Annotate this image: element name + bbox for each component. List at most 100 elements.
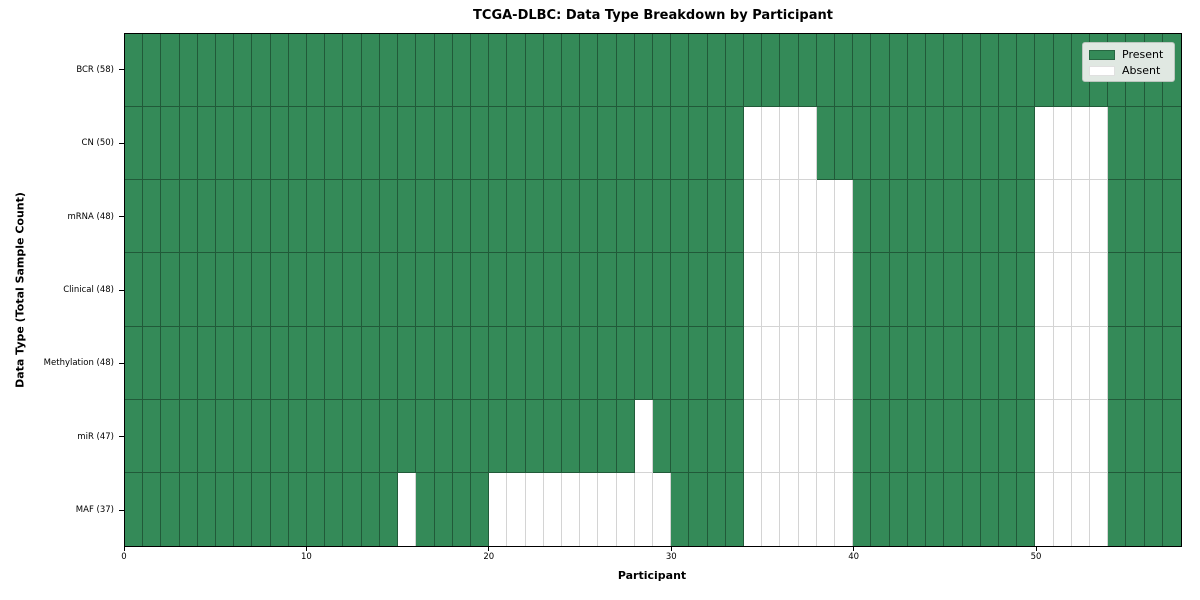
heatmap-cell: [234, 253, 253, 327]
heatmap-cell: [998, 34, 1018, 108]
heatmap-cell: [489, 253, 508, 327]
heatmap-cell: [853, 472, 872, 546]
heatmap-cell: [634, 472, 653, 546]
heatmap-cell: [580, 472, 599, 546]
heatmap-cell: [1144, 399, 1163, 473]
heatmap-cell: [1071, 253, 1090, 327]
heatmap-row-miR: [125, 399, 1181, 473]
heatmap-cell: [1126, 180, 1145, 254]
heatmap-cell: [798, 399, 817, 473]
heatmap-cell: [962, 180, 981, 254]
heatmap-cell: [270, 253, 289, 327]
heatmap-cell: [143, 326, 162, 400]
heatmap-cell: [907, 399, 927, 473]
heatmap-cell: [616, 326, 635, 400]
heatmap-cell: [452, 326, 471, 400]
heatmap-cell: [143, 34, 162, 108]
heatmap-cell: [234, 34, 253, 108]
heatmap-cell: [161, 326, 180, 400]
heatmap-cell: [525, 107, 544, 181]
heatmap-cell: [1035, 399, 1054, 473]
heatmap-cell: [398, 253, 417, 327]
heatmap-cell: [798, 472, 817, 546]
heatmap-cell: [434, 34, 453, 108]
heatmap-cell: [652, 253, 672, 327]
x-axis-title: Participant: [617, 569, 687, 582]
heatmap-cell: [288, 253, 308, 327]
heatmap-cell: [252, 180, 271, 254]
heatmap-cell: [379, 34, 399, 108]
heatmap-cell: [689, 326, 708, 400]
heatmap-cell: [762, 34, 781, 108]
heatmap-cell: [871, 180, 890, 254]
heatmap-cell: [1089, 399, 1109, 473]
heatmap-cell: [944, 34, 963, 108]
heatmap-cell: [379, 472, 399, 546]
heatmap-cell: [616, 107, 635, 181]
heatmap-cell: [161, 472, 180, 546]
legend-present-label: Present: [1122, 48, 1164, 61]
heatmap-cell: [780, 34, 799, 108]
heatmap-cell: [270, 326, 289, 400]
heatmap-cell: [944, 107, 963, 181]
heatmap-cell: [1144, 326, 1163, 400]
heatmap-cell: [325, 253, 344, 327]
heatmap-cell: [1053, 326, 1072, 400]
heatmap-row-mRNA: [125, 180, 1181, 254]
heatmap-cell: [361, 253, 380, 327]
heatmap-cell: [816, 107, 836, 181]
heatmap-cell: [1162, 399, 1181, 473]
heatmap-cell: [288, 399, 308, 473]
heatmap-cell: [871, 34, 890, 108]
heatmap-cell: [343, 399, 362, 473]
heatmap-cell: [780, 107, 799, 181]
heatmap-cell: [143, 399, 162, 473]
heatmap-cell: [871, 107, 890, 181]
heatmap-cell: [889, 472, 908, 546]
heatmap-cell: [507, 326, 526, 400]
heatmap-cell: [561, 399, 581, 473]
heatmap-cell: [725, 107, 745, 181]
heatmap-cell: [343, 107, 362, 181]
heatmap-cell: [470, 399, 490, 473]
heatmap-cell: [780, 326, 799, 400]
heatmap-cell: [489, 180, 508, 254]
heatmap-cell: [1108, 107, 1127, 181]
heatmap-cell: [325, 326, 344, 400]
heatmap-cell: [325, 180, 344, 254]
x-tick-mark: [670, 547, 672, 551]
heatmap-cell: [980, 180, 999, 254]
heatmap-cell: [343, 472, 362, 546]
heatmap-cell: [962, 107, 981, 181]
heatmap-cell: [507, 34, 526, 108]
heatmap-cell: [434, 399, 453, 473]
heatmap-cell: [944, 180, 963, 254]
heatmap-row-MAF: [125, 472, 1181, 546]
heatmap-cell: [161, 253, 180, 327]
y-tick-mark: [119, 362, 124, 364]
heatmap-cell: [762, 107, 781, 181]
heatmap-cell: [634, 34, 653, 108]
heatmap-cell: [671, 472, 690, 546]
heatmap-cell: [944, 326, 963, 400]
heatmap-cell: [143, 107, 162, 181]
x-tick-label: 20: [483, 552, 495, 562]
y-tick-label: Methylation (48): [43, 358, 114, 369]
heatmap-cell: [689, 253, 708, 327]
heatmap-cell: [525, 326, 544, 400]
heatmap-cell: [1017, 326, 1036, 400]
heatmap-cell: [343, 34, 362, 108]
heatmap-cell: [853, 326, 872, 400]
heatmap-cell: [525, 399, 544, 473]
heatmap-cell: [798, 326, 817, 400]
heatmap-cell: [543, 34, 562, 108]
heatmap-cell: [1053, 107, 1072, 181]
heatmap-cell: [926, 399, 945, 473]
heatmap-cell: [1162, 180, 1181, 254]
heatmap-cell: [889, 180, 908, 254]
heatmap-row-CN: [125, 107, 1181, 181]
heatmap-cell: [1126, 253, 1145, 327]
heatmap-cell: [179, 180, 198, 254]
heatmap-cell: [197, 180, 217, 254]
legend-entry-absent: Absent: [1089, 64, 1167, 77]
